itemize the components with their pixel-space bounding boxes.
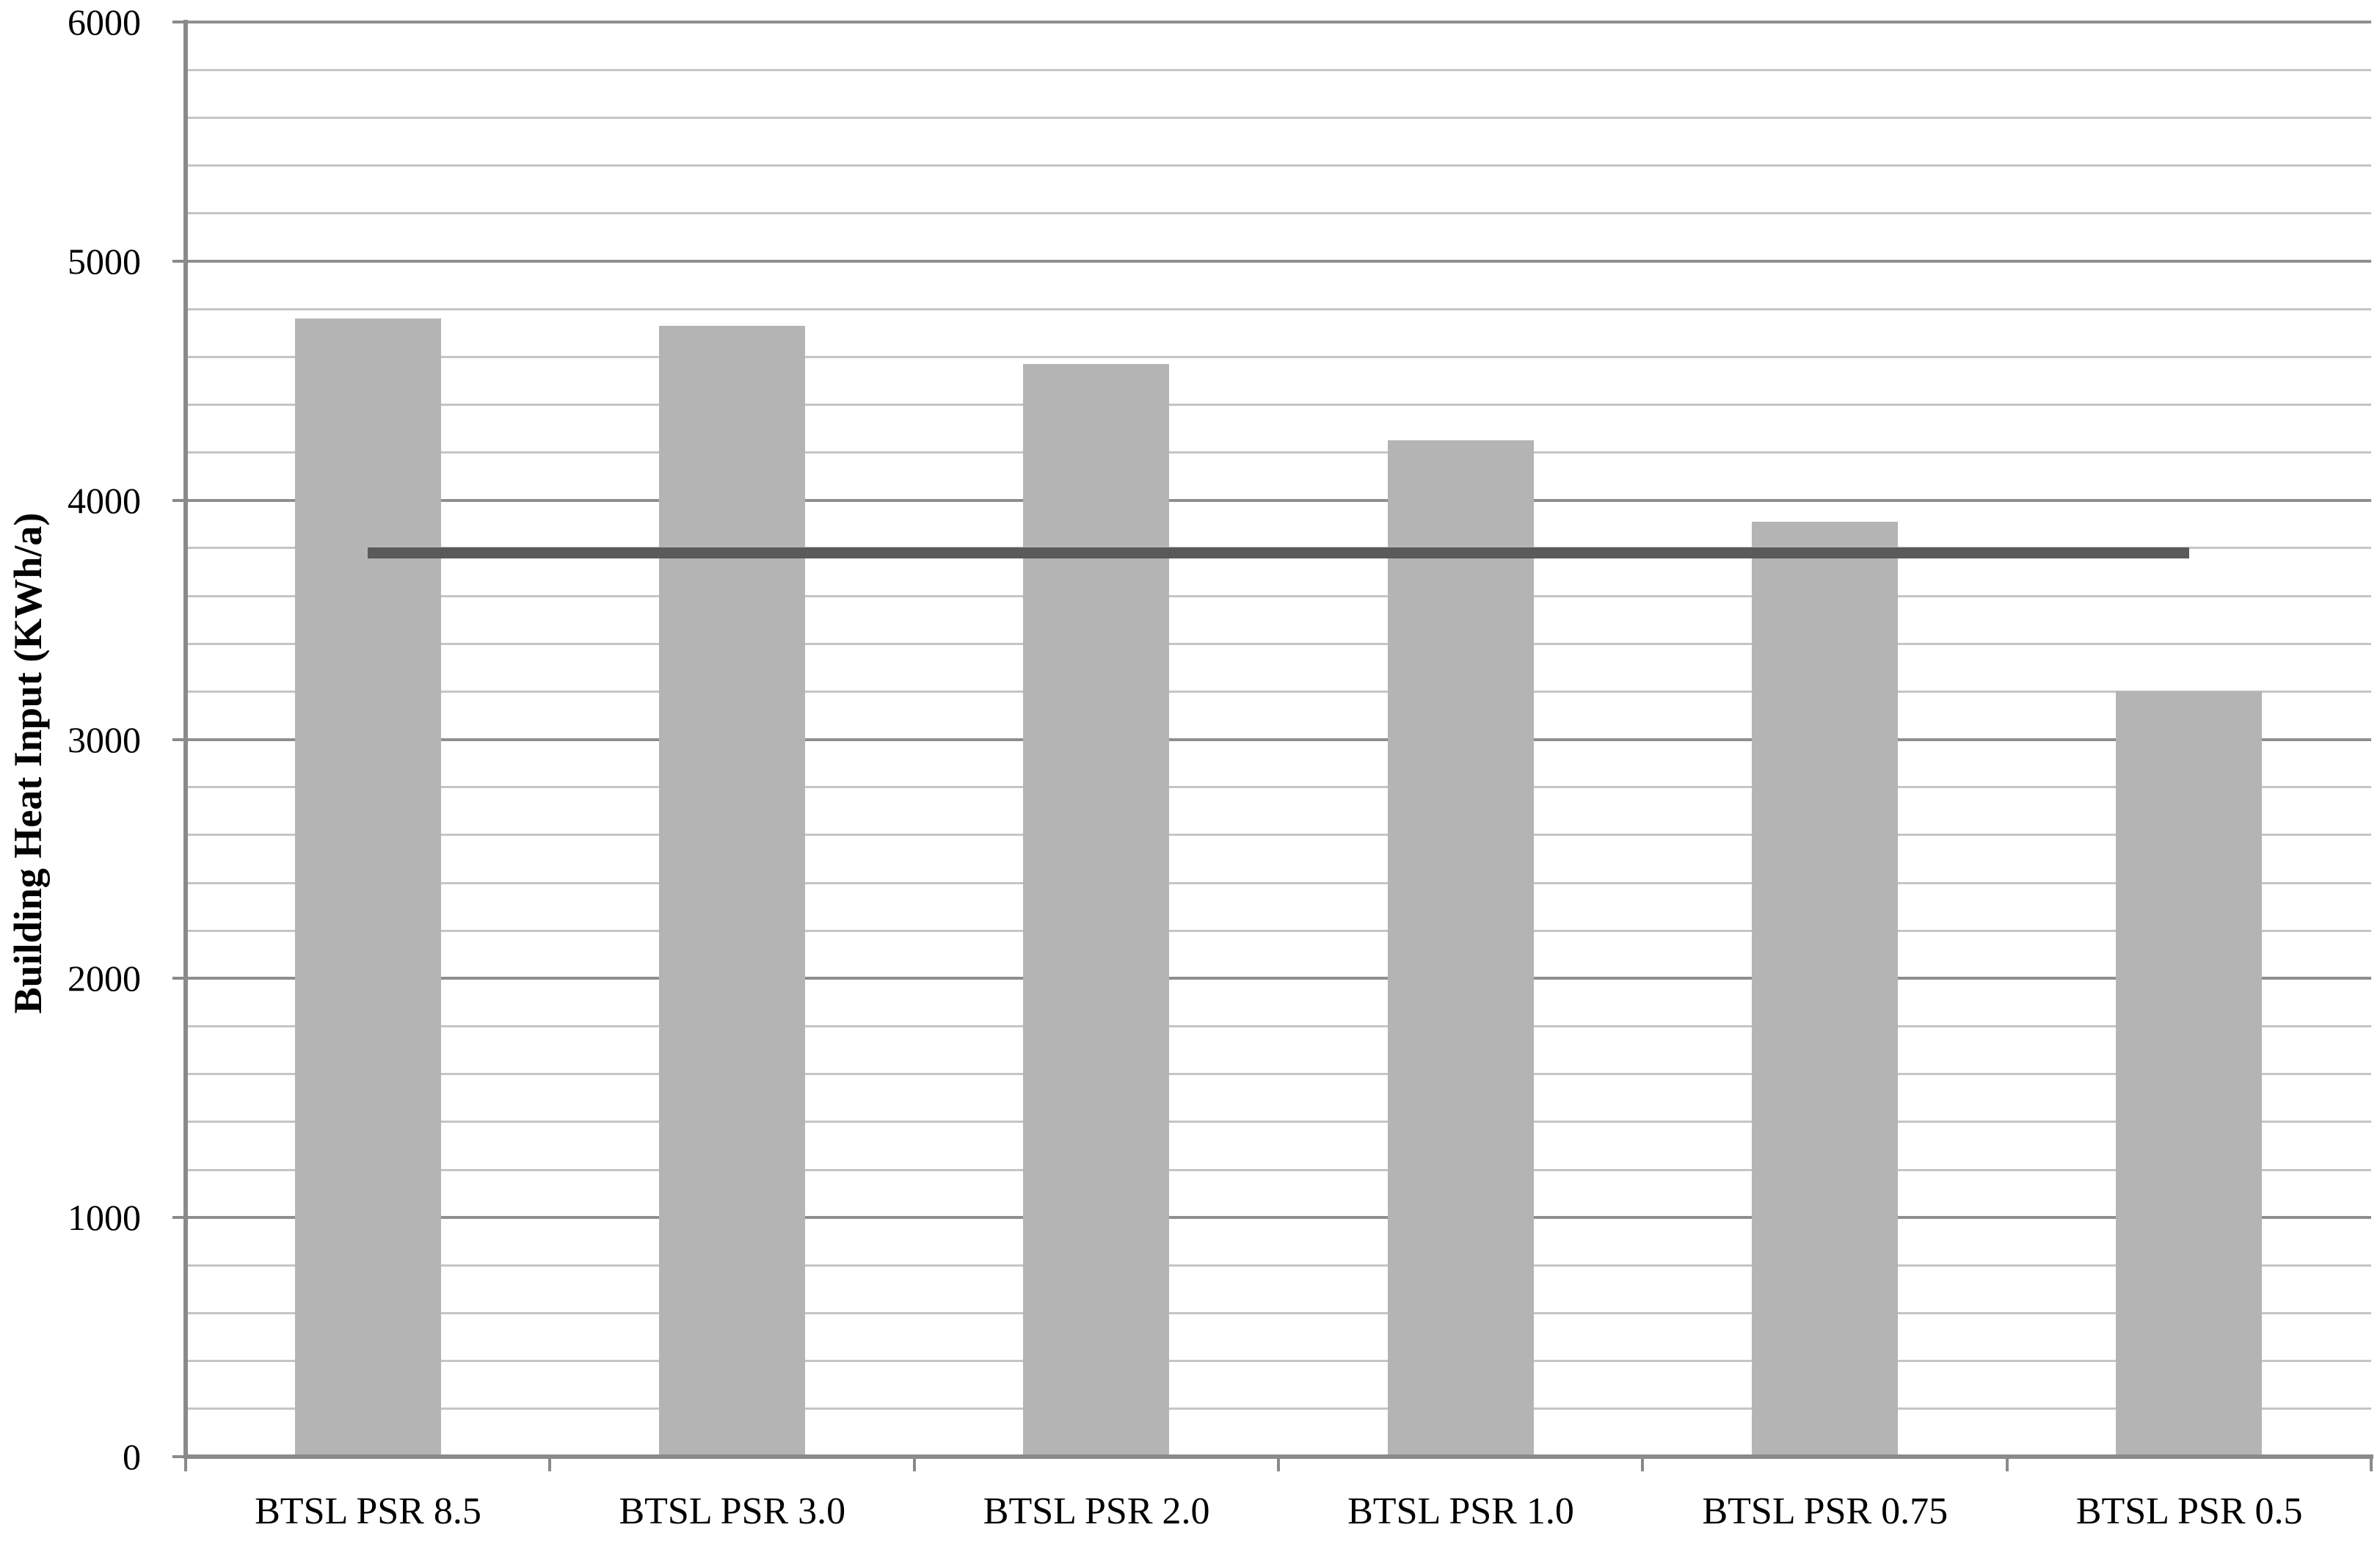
y-tick-label: 5000 xyxy=(68,240,141,282)
minor-gridline xyxy=(186,881,2371,884)
x-category-label: BTSL PSR 2.0 xyxy=(983,1490,1210,1532)
bar xyxy=(294,318,441,1457)
y-axis-tick xyxy=(172,259,186,263)
minor-gridline xyxy=(186,164,2371,167)
minor-gridline xyxy=(186,1312,2371,1314)
minor-gridline xyxy=(186,1073,2371,1076)
y-axis-tick xyxy=(172,977,186,980)
y-tick-label: 3000 xyxy=(68,718,141,760)
y-tick-label: 0 xyxy=(123,1436,141,1477)
y-tick-label: 6000 xyxy=(68,1,141,43)
major-gridline xyxy=(186,1216,2371,1220)
bar xyxy=(2116,691,2263,1457)
major-gridline xyxy=(186,259,2371,263)
y-tick-label: 4000 xyxy=(68,479,141,521)
major-gridline xyxy=(186,738,2371,741)
x-axis-tick xyxy=(2370,1457,2373,1471)
y-axis-title: Building Heat Input (KWh/a) xyxy=(6,512,50,1014)
y-tick-label: 2000 xyxy=(68,958,141,999)
y-axis-tick xyxy=(172,21,186,23)
bar xyxy=(1023,363,1170,1457)
x-category-label: BTSL PSR 0.75 xyxy=(1702,1490,1948,1532)
y-axis-tick xyxy=(172,738,186,741)
y-axis-tick xyxy=(172,1455,186,1458)
x-axis-tick xyxy=(548,1457,552,1471)
minor-gridline xyxy=(186,1168,2371,1171)
minor-gridline xyxy=(186,1408,2371,1410)
minor-gridline xyxy=(186,68,2371,71)
x-category-label: BTSL PSR 0.5 xyxy=(2075,1490,2303,1532)
minor-gridline xyxy=(186,1025,2371,1027)
minor-gridline xyxy=(186,355,2371,358)
y-axis-line xyxy=(183,20,188,1459)
minor-gridline xyxy=(186,929,2371,932)
x-axis-tick xyxy=(1641,1457,1645,1471)
minor-gridline xyxy=(186,451,2371,454)
major-gridline xyxy=(186,21,2371,23)
y-tick-label: 1000 xyxy=(68,1197,141,1239)
minor-gridline xyxy=(186,403,2371,406)
minor-gridline xyxy=(186,1264,2371,1267)
minor-gridline xyxy=(186,116,2371,119)
minor-gridline xyxy=(186,834,2371,837)
minor-gridline xyxy=(186,642,2371,645)
bar xyxy=(1387,440,1534,1457)
major-gridline xyxy=(186,498,2371,502)
y-axis-tick xyxy=(172,1216,186,1220)
x-category-label: BTSL PSR 8.5 xyxy=(255,1490,481,1532)
minor-gridline xyxy=(186,786,2371,789)
bar xyxy=(1752,521,1898,1457)
minor-gridline xyxy=(186,690,2371,693)
minor-gridline xyxy=(186,1360,2371,1363)
major-gridline xyxy=(186,977,2371,980)
x-axis-tick xyxy=(2005,1457,2009,1471)
minor-gridline xyxy=(186,1121,2371,1124)
bar xyxy=(659,325,805,1457)
reference-line xyxy=(368,547,2189,558)
y-axis-tick xyxy=(172,498,186,502)
x-category-label: BTSL PSR 1.0 xyxy=(1347,1490,1574,1532)
minor-gridline xyxy=(186,212,2371,215)
x-axis-tick xyxy=(1277,1457,1280,1471)
x-category-label: BTSL PSR 3.0 xyxy=(619,1490,846,1532)
x-axis-tick xyxy=(912,1457,916,1471)
x-axis-tick xyxy=(184,1457,187,1471)
minor-gridline xyxy=(186,307,2371,310)
minor-gridline xyxy=(186,594,2371,597)
